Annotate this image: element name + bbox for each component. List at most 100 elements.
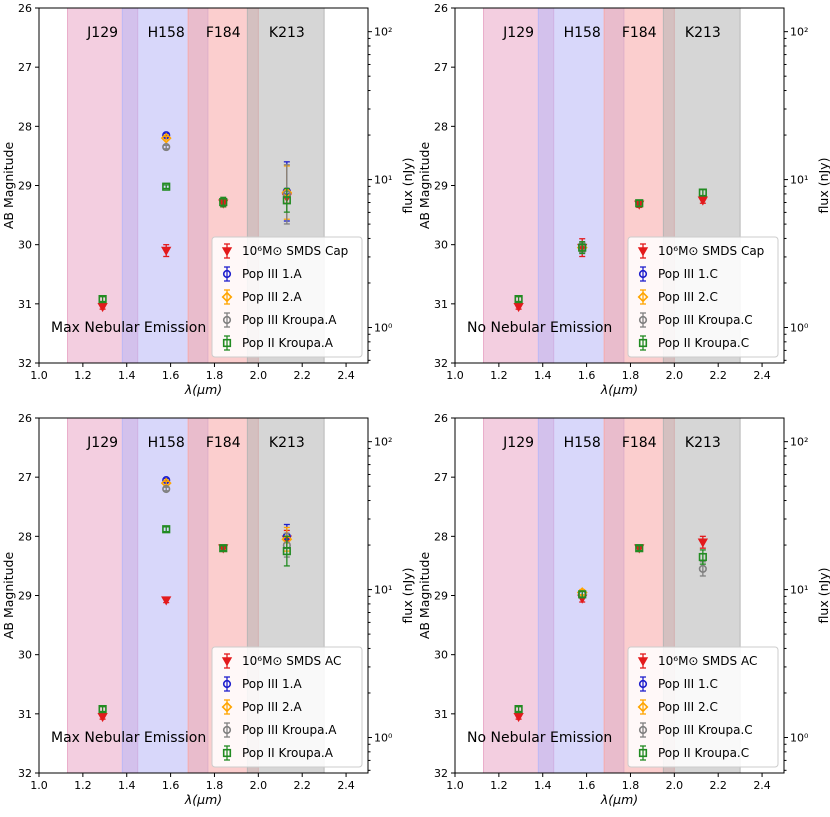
band-label: H158 [564,435,601,451]
x-tick-label: 1.8 [622,369,640,382]
y-tick-label: 28 [434,120,448,133]
y-axis-label: AB Magnitude [417,142,432,230]
marker-square [698,188,707,197]
y-tick-label: 29 [18,180,32,193]
legend-entry: Pop III 1.A [242,267,302,281]
legend-entry: 10⁶M⊙ SMDS AC [242,654,341,668]
x-tick-label: 2.4 [337,779,355,792]
marker-circle [638,315,648,325]
legend-box [627,236,779,358]
marker-circle [162,142,171,152]
marker-square [514,704,523,714]
band-label: H158 [148,435,185,451]
y-tick-label: 26 [434,412,448,425]
x-tick-label: 2.4 [753,369,771,382]
r-tick-label: 10¹ [790,584,808,597]
y-tick-label: 31 [18,708,32,721]
marker-square [98,294,107,304]
marker-circle [222,679,232,689]
legend-entry: Pop III 1.C [658,677,718,691]
legend-entry: Pop III 1.A [242,677,302,691]
y-tick-label: 29 [18,590,32,603]
marker-square [282,547,291,556]
marker-triangle [161,246,172,256]
x-tick-label: 1.6 [162,369,180,382]
series-4 [514,544,707,714]
r-tick-label: 10⁰ [790,322,809,335]
r-tick-label: 10⁰ [374,732,393,745]
legend-box [211,236,363,358]
marker-diamond [637,701,649,713]
panel-bottom-left: J129 H158 F184 K213 1.0 1.2 1.4 1.6 1.8 2.0 2.2 2.4… [1,412,415,807]
x-tick-label: 2.4 [753,779,771,792]
legend-entry: Pop III 1.C [658,267,718,281]
marker-square [98,704,107,714]
marker-triangle [97,712,108,723]
y-tick-label: 32 [434,357,448,370]
legend: 10⁶M⊙ SMDS Cap Pop III 1.A Pop III 2.A Pop … [211,236,363,358]
legend: 10⁶M⊙ SMDS AC Pop III 1.C Pop III 2.C Pop I… [627,646,779,768]
band-label: K213 [269,435,305,451]
band-label: J129 [502,435,534,451]
r-tick-label: 10⁰ [790,732,809,745]
r-tick-label: 10² [374,436,392,449]
x-tick-label: 1.0 [446,369,464,382]
x-tick-label: 2.0 [666,369,684,382]
x-tick-label: 2.4 [337,369,355,382]
marker-triangle [637,247,649,257]
marker-triangle [637,657,649,667]
band-label: F184 [622,25,657,41]
y-tick-label: 31 [434,298,448,311]
marker-diamond [221,701,233,713]
marker-triangle [513,302,524,313]
legend-entry: Pop III 2.A [242,700,302,714]
x-tick-label: 2.2 [709,779,727,792]
marker-triangle [697,538,709,548]
marker-circle [698,564,707,573]
legend-entry: Pop II Kroupa.C [658,746,749,760]
x-tick-label: 1.2 [490,369,508,382]
y-tick-label: 29 [434,590,448,603]
y-tick-label: 28 [18,120,32,133]
y-tick-label: 31 [18,298,32,311]
band-label: J129 [86,25,118,41]
panel-top-left: J129 H158 F184 K213 1.0 1.2 1.4 1.6 1.8 2.0 2.2 2.4… [1,2,415,397]
y-tick-label: 27 [18,471,32,484]
series-4 [514,188,707,304]
r-tick-label: 10² [374,26,392,39]
nebular-note: Max Nebular Emission [51,320,206,336]
x-axis-label: λ(μm) [184,792,222,807]
band-label: H158 [564,25,601,41]
legend-entry: Pop III 2.A [242,290,302,304]
marker-triangle [161,596,172,606]
marker-circle [222,725,232,735]
marker-square [219,544,228,553]
x-tick-label: 1.4 [118,779,136,792]
x-tick-label: 1.6 [578,369,596,382]
legend-entry: 10⁶M⊙ SMDS Cap [242,244,348,258]
x-tick-label: 1.8 [206,779,224,792]
band-label: F184 [206,435,241,451]
x-tick-label: 2.2 [709,369,727,382]
y-tick-label: 28 [434,530,448,543]
x-tick-label: 2.2 [293,779,311,792]
y-axis-right-label: flux (nJy) [816,568,830,624]
x-tick-label: 1.0 [446,779,464,792]
y-tick-label: 32 [18,767,32,780]
y-tick-label: 30 [434,239,448,252]
x-axis-label: λ(μm) [184,382,222,397]
marker-square [635,199,644,208]
marker-square [578,243,587,252]
x-tick-label: 1.4 [534,779,552,792]
x-tick-label: 1.8 [622,779,640,792]
y-axis-label: AB Magnitude [417,552,432,640]
marker-square [638,748,648,758]
band-label: J129 [86,435,118,451]
legend-box [627,646,779,768]
y-tick-label: 30 [18,649,32,662]
r-tick-label: 10² [790,436,808,449]
x-tick-label: 2.0 [250,779,268,792]
marker-circle [638,679,648,689]
marker-diamond [221,291,233,303]
